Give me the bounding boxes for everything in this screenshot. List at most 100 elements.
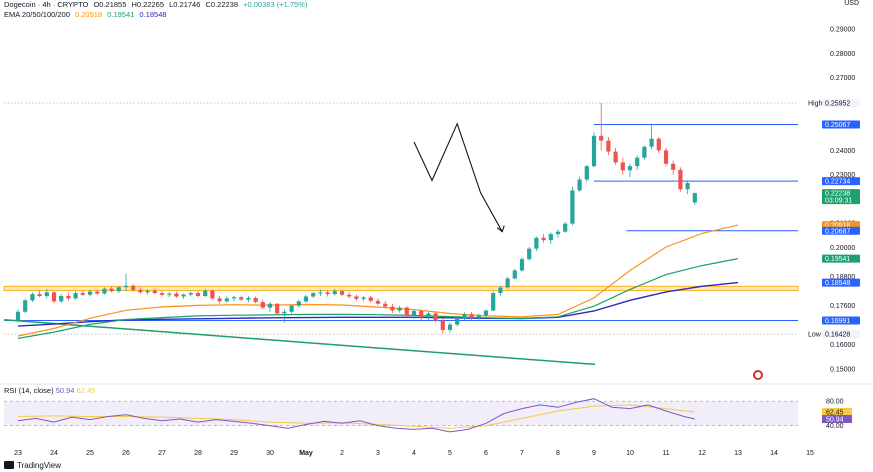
- candle-body: [339, 291, 345, 295]
- ema-legend: EMA 20/50/100/200 0.20918 0.19541 0.1854…: [4, 10, 170, 19]
- candle-body: [354, 296, 359, 299]
- candle-body: [541, 237, 546, 241]
- candle-body: [433, 313, 438, 321]
- candle-body: [555, 231, 561, 235]
- candle-body: [375, 300, 381, 304]
- candle-body: [253, 297, 258, 303]
- candle-body: [109, 288, 114, 292]
- candle-body: [318, 292, 323, 294]
- candle-body: [138, 289, 143, 293]
- y-tick-label: 0.24000: [830, 148, 855, 155]
- candle-body: [483, 310, 489, 316]
- candle-body: [210, 290, 215, 299]
- candle-body: [627, 166, 633, 171]
- y-tick-label: 0.20000: [830, 245, 855, 252]
- candle-body: [325, 292, 330, 295]
- candle-body: [476, 315, 481, 318]
- price-label-value: 0.22238: [825, 191, 850, 198]
- candle-body: [303, 296, 309, 302]
- candle-body: [123, 285, 129, 288]
- y-tick-label: 0.18800: [830, 274, 855, 281]
- price-label-box: [822, 189, 860, 205]
- candle-body: [80, 293, 85, 295]
- candle-body: [174, 293, 179, 297]
- pattern-zigzag-line: [413, 122, 503, 232]
- rsi-label: RSI (14, close): [4, 386, 54, 395]
- candle-body: [570, 190, 575, 224]
- ema100-line: [17, 281, 739, 327]
- candle-body: [548, 234, 553, 241]
- candle-body: [23, 300, 28, 312]
- candle-body: [131, 285, 136, 290]
- x-tick-label: May: [299, 450, 313, 457]
- pattern-arrowhead: [496, 225, 505, 233]
- x-tick-label: 14: [770, 450, 778, 457]
- candle-body: [203, 290, 208, 296]
- candle-body: [332, 291, 337, 295]
- candle-body: [635, 157, 640, 167]
- y-tick-label: 0.28000: [830, 51, 855, 58]
- candle-body: [102, 288, 107, 294]
- x-tick-label: 30: [266, 450, 274, 457]
- candle-body: [512, 270, 517, 279]
- candle-body: [455, 319, 460, 325]
- ohlc-close: C0.22238: [205, 0, 239, 9]
- candle-body: [152, 290, 157, 294]
- tv-brand: TradingView: [17, 461, 62, 470]
- candle-body: [577, 179, 582, 191]
- candle-body: [188, 293, 193, 295]
- candle-body: [260, 302, 265, 308]
- tradingview-logo[interactable]: TradingView: [4, 461, 61, 470]
- candle-body: [685, 183, 690, 190]
- ohlc-low: L0.21746: [169, 0, 201, 9]
- y-tick-label: 0.15000: [830, 366, 855, 373]
- candle-body: [620, 162, 625, 171]
- x-tick-label: 9: [592, 450, 596, 457]
- candle-body: [347, 294, 352, 297]
- price-label-box: [822, 226, 860, 235]
- candle-body: [462, 314, 467, 320]
- candle-body: [649, 138, 654, 147]
- y-tick-label: 0.17600: [830, 303, 855, 310]
- price-label-value: 0.19541: [825, 256, 850, 263]
- ema-value-100: 0.18548: [139, 10, 167, 19]
- candle-body: [231, 297, 237, 299]
- candle-body: [426, 313, 431, 318]
- x-tick-label: 26: [122, 450, 130, 457]
- rsi-value-label-box: [822, 415, 852, 424]
- rsi-axis-label: 50.94: [826, 417, 844, 424]
- candle-body: [498, 287, 503, 294]
- x-tick-label: 10: [626, 450, 634, 457]
- x-tick-label: 25: [86, 450, 94, 457]
- y-tick-label: 0.27000: [830, 75, 855, 82]
- candle-body: [224, 298, 229, 302]
- candle-body: [267, 303, 273, 308]
- ema-label: EMA 20/50/100/200: [4, 10, 70, 19]
- price-label-box: [822, 330, 860, 339]
- x-tick-label: 27: [158, 450, 166, 457]
- price-label-box: [822, 120, 860, 129]
- price-label-countdown: 03:09:31: [825, 198, 852, 205]
- rsi-axis-label: 40.00: [826, 423, 844, 430]
- price-label-value: 0.22734: [825, 179, 850, 186]
- candle-body: [73, 293, 78, 299]
- candle-body: [275, 303, 280, 314]
- y-tick-label: 0.29000: [830, 27, 855, 34]
- candle-body: [37, 294, 42, 296]
- candle-body: [491, 293, 496, 311]
- x-tick-label: 11: [662, 450, 669, 457]
- y-tick-label: 0.23000: [830, 172, 855, 179]
- price-label-box: [822, 177, 860, 186]
- x-tick-label: 5: [448, 450, 452, 457]
- ema-value-50: 0.19541: [107, 10, 135, 19]
- price-label-name: High: [808, 101, 823, 108]
- x-tick-label: 2: [340, 450, 344, 457]
- descending-trendline: [3, 319, 596, 366]
- currency-label: USD: [844, 0, 859, 7]
- event-flag-inner: [755, 372, 761, 378]
- rsi-legend-value: 50.94: [55, 386, 75, 395]
- candle-body: [419, 311, 424, 318]
- candle-body: [606, 140, 611, 152]
- ohlc-high: H0.22265: [131, 0, 165, 9]
